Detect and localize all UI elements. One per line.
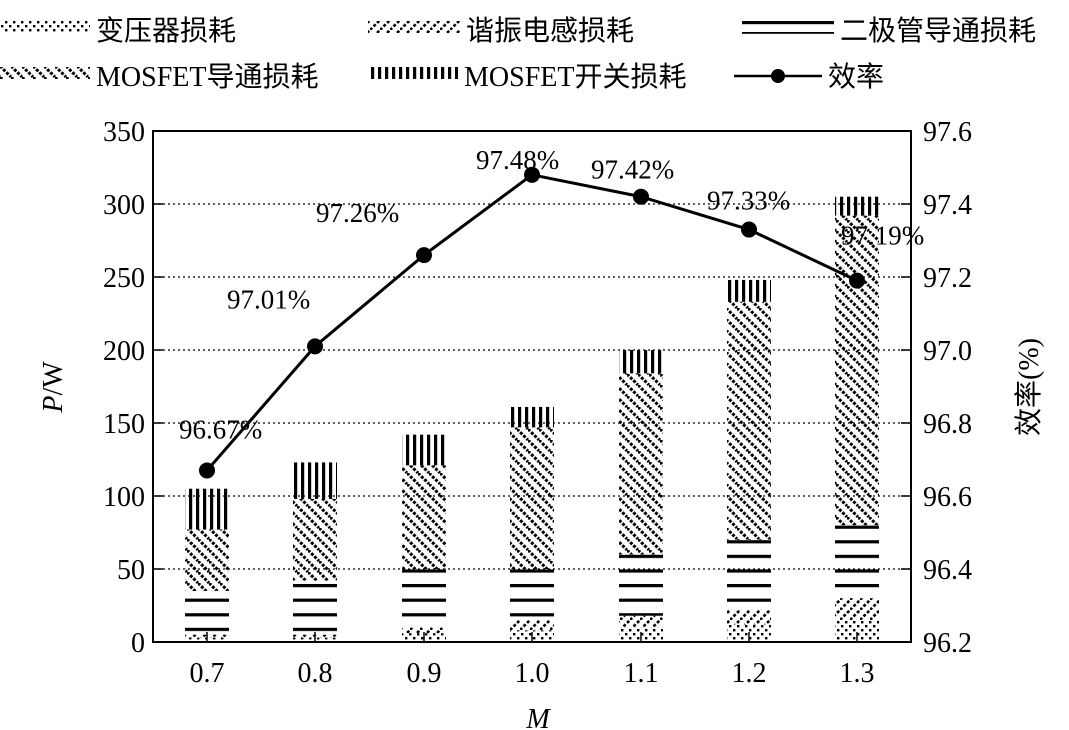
y-tick-label: 0: [131, 628, 145, 659]
legend-item: 二极管导通损耗: [742, 15, 1036, 47]
bar-segment: [619, 373, 663, 555]
efficiency-marker: [633, 188, 649, 205]
axis-labels: M P/W 效率(%): [38, 338, 1045, 730]
bar-segment: [510, 427, 554, 569]
y2-tick-label: 97.4: [923, 190, 972, 221]
y2-axis-label: 效率(%): [1013, 338, 1045, 436]
bar-segment: [510, 569, 554, 621]
axes: 0 50 100 150 200 250 300 350 96.2 96.4 96.6 96.8 97.…: [103, 117, 972, 689]
efficiency-annotation: 97.33%: [707, 186, 790, 216]
bar-segment: [185, 590, 229, 635]
pattern-swatch-icon: [0, 21, 90, 33]
legend-label: 谐振电感损耗: [466, 15, 634, 47]
bar-segment: [402, 569, 446, 628]
x-tick-label: 1.3: [840, 658, 875, 689]
efficiency-marker: [524, 166, 540, 183]
efficiency-line: 96.67%97.01%97.26%97.48% 97.42%97.33%97.1…: [179, 145, 924, 479]
pattern-swatch-icon: [742, 21, 834, 25]
efficiency-marker: [849, 272, 865, 289]
bar-segment: [835, 525, 879, 599]
bar-segment: [835, 598, 879, 621]
legend-label: 效率: [828, 61, 884, 93]
bar-segment: [293, 498, 337, 581]
legend-item: MOSFET开关损耗: [368, 61, 686, 93]
bar-segment: [619, 615, 663, 628]
legend-label: MOSFET导通损耗: [96, 61, 318, 93]
bar-segment: [402, 627, 446, 634]
bar-segment: [619, 554, 663, 616]
y-axis-label: P/W: [38, 361, 69, 414]
bar-stack: [402, 434, 446, 642]
y-tick-label: 100: [103, 482, 145, 513]
efficiency-marker: [307, 338, 323, 355]
y-tick-label: 50: [117, 555, 145, 586]
pattern-swatch-icon: [368, 21, 460, 33]
legend-label: 二极管导通损耗: [840, 15, 1036, 47]
bar-stack: [619, 350, 663, 642]
bar-segment: [293, 462, 337, 499]
efficiency-marker: [416, 247, 432, 264]
x-tick-label: 1.0: [515, 658, 550, 689]
efficiency-annotation: 97.42%: [591, 155, 674, 185]
pattern-swatch-icon: [0, 67, 90, 79]
bar-segment: [619, 350, 663, 374]
y2-tick-label: 96.8: [923, 409, 972, 440]
y-tick-label: 250: [103, 263, 145, 294]
y-tick-label: 150: [103, 409, 145, 440]
legend-item: 变压器损耗: [0, 15, 236, 47]
bar-segment: [727, 301, 771, 540]
x-tick-label: 0.8: [298, 658, 333, 689]
y2-tick-label: 97.0: [923, 336, 972, 367]
bar-segment: [835, 620, 879, 642]
bar-stack: [185, 488, 229, 642]
bar-segment: [510, 620, 554, 631]
bar-stack: [510, 406, 554, 642]
pattern-swatch-icon: [368, 67, 458, 79]
x-tick-label: 1.1: [624, 658, 659, 689]
bar-stack: [293, 462, 337, 642]
y2-tick-label: 97.2: [923, 263, 972, 294]
bar-segment: [293, 580, 337, 635]
efficiency-annotation: 96.67%: [179, 414, 262, 444]
bar-segment: [727, 609, 771, 625]
y-tick-label: 350: [103, 117, 145, 148]
legend-item: 谐振电感损耗: [368, 15, 634, 47]
bar-segment: [835, 215, 879, 526]
bar-segment: [402, 465, 446, 569]
y2-tick-label: 96.2: [923, 628, 972, 659]
efficiency-annotation: 97.01%: [227, 284, 310, 314]
legend-label: MOSFET开关损耗: [464, 61, 686, 93]
legend-label: 变压器损耗: [96, 15, 236, 47]
bar-segment: [727, 279, 771, 302]
bar-segment: [835, 196, 879, 216]
bar-segment: [727, 539, 771, 610]
bar-segment: [402, 434, 446, 466]
y2-tick-label: 96.6: [923, 482, 972, 513]
y-tick-label: 200: [103, 336, 145, 367]
x-tick-label: 1.2: [732, 658, 767, 689]
efficiency-marker: [199, 462, 215, 479]
stacked-bars: [185, 196, 879, 642]
x-tick-label: 0.7: [190, 658, 225, 689]
x-tick-label: 0.9: [407, 658, 442, 689]
legend-item: MOSFET导通损耗: [0, 61, 318, 93]
y2-tick-label: 96.4: [923, 555, 972, 586]
plot-frame: [152, 130, 912, 643]
y-tick-label: 300: [103, 190, 145, 221]
efficiency-annotation: 97.48%: [476, 145, 559, 175]
efficiency-marker: [741, 221, 757, 238]
legend-item: 效率: [734, 61, 884, 93]
bar-segment: [185, 488, 229, 530]
bar-segment: [185, 529, 229, 591]
bar-stack: [835, 196, 879, 642]
efficiency-annotation: 97.26%: [316, 198, 399, 228]
x-axis-label: M: [525, 704, 551, 730]
legend: 变压器损耗 谐振电感损耗 二极管导通损耗 MOSFET导通损耗 MOSFET开关损耗 效率: [0, 15, 1036, 93]
bar-segment: [510, 406, 554, 428]
marker-icon: [771, 69, 785, 83]
gridlines: [153, 203, 911, 570]
bar-stack: [727, 279, 771, 642]
y2-tick-label: 97.6: [923, 117, 972, 148]
